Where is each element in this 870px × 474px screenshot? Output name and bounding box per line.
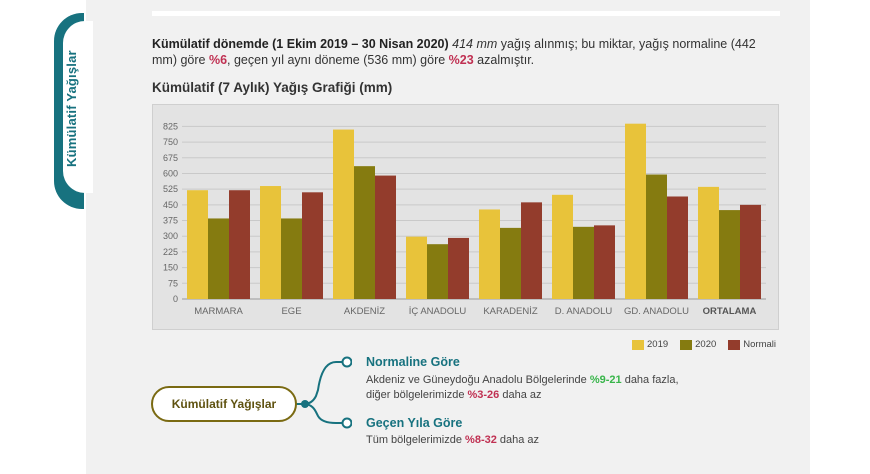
y-tick-label: 375 (163, 216, 178, 226)
bar (260, 186, 281, 299)
chart-legend: 2019 2020 Normali (632, 339, 776, 350)
legend-label-2020: 2020 (695, 339, 717, 350)
side-tab (54, 13, 93, 209)
summary-text-2: , geçen yıl aynı döneme (536 mm) göre (227, 53, 449, 67)
branch-lastyear-pct: %8-32 (465, 434, 497, 446)
summary-text-3: azalmıştır. (473, 53, 535, 67)
y-tick-label: 525 (163, 184, 178, 194)
y-tick-label: 600 (163, 168, 178, 178)
y-tick-label: 675 (163, 153, 178, 163)
x-tick-label: İÇ ANADOLU (409, 306, 467, 317)
branch-normal-text: Akdeniz ve Güneydoğu Anadolu Bölgelerind… (366, 373, 679, 403)
summary-text-1: yağış alınmış; bu miktar, yağış normalin… (152, 37, 756, 67)
legend-item-2019: 2019 (632, 339, 668, 350)
legend-swatch-normal (728, 339, 741, 350)
bar (427, 244, 448, 299)
bar (594, 225, 615, 299)
summary-lead: Kümülatif dönemde (1 Ekim 2019 – 30 Nisa… (152, 37, 449, 51)
y-tick-label: 225 (163, 247, 178, 257)
branch-lastyear-title: Geçen Yıla Göre (366, 416, 463, 430)
branch-normal-title: Normaline Göre (366, 355, 460, 369)
branch-normal-line1-end: daha fazla, (621, 374, 679, 386)
x-tick-label: MARMARA (194, 306, 243, 317)
branch-normal-pct-less: %3-26 (467, 389, 500, 401)
bar (625, 123, 646, 300)
bar (375, 175, 396, 299)
y-tick-label: 75 (168, 278, 178, 288)
summary-pct-lastyear: %23 (448, 53, 474, 67)
branch-normal-line1: Akdeniz ve Güneydoğu Anadolu Bölgelerind… (366, 374, 590, 386)
branch-normal-line2: diğer bölgelerimizde (366, 389, 468, 401)
side-tab-inner (63, 21, 93, 193)
mindmap-root: Kümülatif Yağışlar (151, 386, 297, 422)
bar (229, 190, 250, 299)
bar (698, 186, 719, 299)
bar (552, 194, 573, 299)
bar (281, 218, 302, 299)
bar (646, 174, 667, 299)
summary-pct-normal: %6 (208, 53, 228, 67)
bar (208, 218, 229, 299)
y-tick-label: 450 (163, 200, 178, 210)
branch-lastyear-line-end: daha az (496, 434, 540, 446)
x-tick-label: GD. ANADOLU (624, 306, 689, 317)
legend-label-normal: Normali (743, 339, 777, 350)
bar (479, 209, 500, 299)
branch-normal-pct-more: %9-21 (589, 374, 622, 386)
y-tick-label: 300 (163, 231, 178, 241)
side-tab-label: Kümülatif Yağışlar (64, 50, 79, 168)
summary-paragraph: Kümülatif dönemde (1 Ekim 2019 – 30 Nisa… (152, 36, 782, 68)
bar (740, 204, 761, 299)
bar (333, 129, 354, 299)
bar-chart: 0 75 150 225 300 375 450 525 600 675 750 825 MARMARA… (163, 121, 766, 317)
bar (500, 227, 521, 299)
bar (573, 226, 594, 299)
bar (187, 190, 208, 299)
legend-label-2019: 2019 (647, 339, 669, 350)
x-tick-label: AKDENİZ (344, 306, 385, 317)
chart-title: Kümülatif (7 Aylık) Yağış Grafiği (mm) (152, 80, 393, 95)
x-tick-label: EGE (281, 306, 301, 317)
bar (719, 210, 740, 299)
legend-swatch-2020 (680, 339, 693, 350)
legend-item-2020: 2020 (680, 339, 716, 350)
bar (354, 166, 375, 299)
x-tick-label: KARADENİZ (483, 306, 538, 317)
top-divider (152, 11, 780, 16)
y-tick-label: 150 (163, 263, 178, 273)
x-tick-label: ORTALAMA (703, 306, 757, 317)
mindmap-connector (290, 356, 352, 429)
bar (302, 192, 323, 299)
legend-swatch-2019 (632, 339, 644, 350)
y-tick-label: 825 (163, 121, 178, 131)
summary-amount: 414 mm (452, 37, 498, 51)
bar (406, 236, 427, 299)
x-tick-label: D. ANADOLU (555, 306, 613, 317)
y-tick-label: 0 (173, 294, 178, 304)
branch-lastyear-text: Tüm bölgelerimizde %8-32 daha az (366, 433, 539, 448)
branch-lastyear-line: Tüm bölgelerimizde (366, 434, 466, 446)
bar (667, 196, 688, 299)
legend-item-normal: Normali (728, 339, 776, 350)
bar (448, 237, 469, 299)
bar (521, 202, 542, 299)
y-tick-label: 750 (163, 137, 178, 147)
branch-normal-line2-end: daha az (499, 389, 542, 401)
